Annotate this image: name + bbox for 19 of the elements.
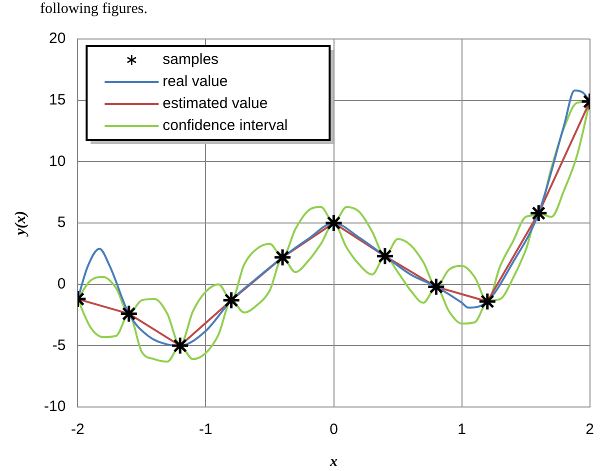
text: following figures.: [39, 0, 148, 18]
legend-label: samples: [162, 51, 219, 68]
y-tick-label: -10: [44, 398, 66, 416]
legend-label: estimated value: [162, 95, 268, 112]
x-tick-label: 0: [330, 421, 338, 438]
y-tick-label: 10: [48, 152, 66, 170]
y-axis-title: y(x): [12, 210, 29, 238]
y-tick-label: -5: [52, 336, 66, 354]
x-tick-label: 2: [586, 421, 594, 438]
legend-label: confidence interval: [162, 117, 288, 134]
x-tick-label: -2: [71, 421, 84, 438]
x-tick-label: 1: [458, 421, 466, 438]
y-tick-label: 15: [48, 91, 66, 108]
y-tick-label: 5: [57, 214, 66, 232]
y-tick-label: 0: [57, 275, 66, 292]
legend-label: real value: [162, 73, 228, 90]
x-axis-title: x: [329, 454, 338, 470]
x-tick-label: -1: [199, 421, 212, 438]
y-tick-label: 20: [48, 30, 66, 48]
